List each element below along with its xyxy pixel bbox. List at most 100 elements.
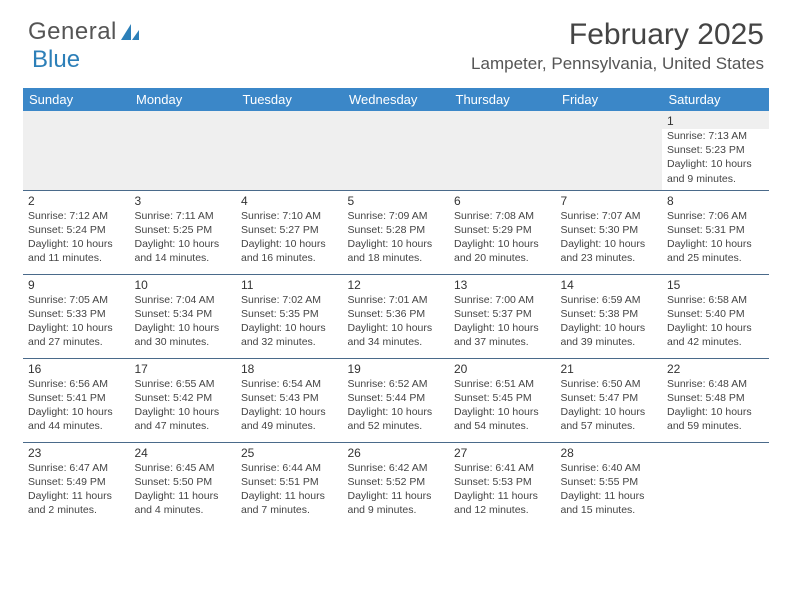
day-info: Sunrise: 6:54 AMSunset: 5:43 PMDaylight:… (236, 377, 343, 438)
calendar-day-cell: 17Sunrise: 6:55 AMSunset: 5:42 PMDayligh… (130, 358, 237, 442)
day-info: Sunrise: 6:59 AMSunset: 5:38 PMDaylight:… (556, 293, 663, 354)
day-info: Sunrise: 6:47 AMSunset: 5:49 PMDaylight:… (23, 461, 130, 522)
day-info: Sunrise: 6:51 AMSunset: 5:45 PMDaylight:… (449, 377, 556, 438)
calendar-header-row: SundayMondayTuesdayWednesdayThursdayFrid… (23, 88, 769, 111)
calendar-day-cell: 9Sunrise: 7:05 AMSunset: 5:33 PMDaylight… (23, 274, 130, 358)
calendar-week-row: 9Sunrise: 7:05 AMSunset: 5:33 PMDaylight… (23, 274, 769, 358)
calendar-day-cell: 21Sunrise: 6:50 AMSunset: 5:47 PMDayligh… (556, 358, 663, 442)
calendar-empty-cell (343, 111, 450, 190)
logo-text-2: Blue (32, 46, 80, 74)
calendar-day-cell: 5Sunrise: 7:09 AMSunset: 5:28 PMDaylight… (343, 190, 450, 274)
day-number: 7 (556, 191, 663, 209)
calendar-empty-cell (130, 111, 237, 190)
day-info: Sunrise: 7:09 AMSunset: 5:28 PMDaylight:… (343, 209, 450, 270)
day-number: 1 (662, 111, 769, 129)
calendar-day-cell: 3Sunrise: 7:11 AMSunset: 5:25 PMDaylight… (130, 190, 237, 274)
day-info: Sunrise: 7:07 AMSunset: 5:30 PMDaylight:… (556, 209, 663, 270)
day-number: 16 (23, 359, 130, 377)
day-info: Sunrise: 7:06 AMSunset: 5:31 PMDaylight:… (662, 209, 769, 270)
day-number: 3 (130, 191, 237, 209)
calendar-day-cell: 8Sunrise: 7:06 AMSunset: 5:31 PMDaylight… (662, 190, 769, 274)
day-number: 6 (449, 191, 556, 209)
day-number: 21 (556, 359, 663, 377)
header: General February 2025 Lampeter, Pennsylv… (0, 0, 792, 80)
calendar-week-row: 23Sunrise: 6:47 AMSunset: 5:49 PMDayligh… (23, 442, 769, 526)
day-number: 17 (130, 359, 237, 377)
day-header: Thursday (449, 88, 556, 111)
day-number: 11 (236, 275, 343, 293)
calendar-day-cell: 24Sunrise: 6:45 AMSunset: 5:50 PMDayligh… (130, 442, 237, 526)
day-info: Sunrise: 7:13 AMSunset: 5:23 PMDaylight:… (662, 129, 769, 190)
day-info: Sunrise: 6:48 AMSunset: 5:48 PMDaylight:… (662, 377, 769, 438)
day-number: 28 (556, 443, 663, 461)
day-number: 13 (449, 275, 556, 293)
day-info: Sunrise: 7:04 AMSunset: 5:34 PMDaylight:… (130, 293, 237, 354)
logo: General (28, 18, 141, 46)
day-number: 5 (343, 191, 450, 209)
day-number: 2 (23, 191, 130, 209)
calendar-day-cell: 28Sunrise: 6:40 AMSunset: 5:55 PMDayligh… (556, 442, 663, 526)
calendar-day-cell: 22Sunrise: 6:48 AMSunset: 5:48 PMDayligh… (662, 358, 769, 442)
calendar-day-cell: 2Sunrise: 7:12 AMSunset: 5:24 PMDaylight… (23, 190, 130, 274)
calendar-day-cell: 13Sunrise: 7:00 AMSunset: 5:37 PMDayligh… (449, 274, 556, 358)
day-number: 12 (343, 275, 450, 293)
day-number: 20 (449, 359, 556, 377)
day-number: 24 (130, 443, 237, 461)
calendar-day-cell: 18Sunrise: 6:54 AMSunset: 5:43 PMDayligh… (236, 358, 343, 442)
day-info: Sunrise: 7:10 AMSunset: 5:27 PMDaylight:… (236, 209, 343, 270)
day-number: 26 (343, 443, 450, 461)
calendar-day-cell: 23Sunrise: 6:47 AMSunset: 5:49 PMDayligh… (23, 442, 130, 526)
day-info: Sunrise: 6:45 AMSunset: 5:50 PMDaylight:… (130, 461, 237, 522)
calendar-table: SundayMondayTuesdayWednesdayThursdayFrid… (23, 88, 769, 526)
page-title: February 2025 (471, 18, 764, 52)
calendar-week-row: 1Sunrise: 7:13 AMSunset: 5:23 PMDaylight… (23, 111, 769, 190)
day-header: Sunday (23, 88, 130, 111)
day-header: Wednesday (343, 88, 450, 111)
day-header: Monday (130, 88, 237, 111)
day-info: Sunrise: 6:52 AMSunset: 5:44 PMDaylight:… (343, 377, 450, 438)
calendar-day-cell: 19Sunrise: 6:52 AMSunset: 5:44 PMDayligh… (343, 358, 450, 442)
day-header: Saturday (662, 88, 769, 111)
day-number: 27 (449, 443, 556, 461)
calendar-week-row: 2Sunrise: 7:12 AMSunset: 5:24 PMDaylight… (23, 190, 769, 274)
day-number: 18 (236, 359, 343, 377)
day-info: Sunrise: 7:05 AMSunset: 5:33 PMDaylight:… (23, 293, 130, 354)
calendar-day-cell: 16Sunrise: 6:56 AMSunset: 5:41 PMDayligh… (23, 358, 130, 442)
calendar-empty-cell (23, 111, 130, 190)
calendar-day-cell: 6Sunrise: 7:08 AMSunset: 5:29 PMDaylight… (449, 190, 556, 274)
day-info: Sunrise: 6:58 AMSunset: 5:40 PMDaylight:… (662, 293, 769, 354)
location-line: Lampeter, Pennsylvania, United States (471, 54, 764, 74)
day-info: Sunrise: 6:40 AMSunset: 5:55 PMDaylight:… (556, 461, 663, 522)
day-number: 8 (662, 191, 769, 209)
calendar-day-cell: 27Sunrise: 6:41 AMSunset: 5:53 PMDayligh… (449, 442, 556, 526)
calendar-empty-cell (236, 111, 343, 190)
calendar-day-cell: 4Sunrise: 7:10 AMSunset: 5:27 PMDaylight… (236, 190, 343, 274)
day-info: Sunrise: 6:50 AMSunset: 5:47 PMDaylight:… (556, 377, 663, 438)
day-info: Sunrise: 7:12 AMSunset: 5:24 PMDaylight:… (23, 209, 130, 270)
day-info: Sunrise: 7:11 AMSunset: 5:25 PMDaylight:… (130, 209, 237, 270)
day-info: Sunrise: 6:44 AMSunset: 5:51 PMDaylight:… (236, 461, 343, 522)
day-info: Sunrise: 7:08 AMSunset: 5:29 PMDaylight:… (449, 209, 556, 270)
day-number: 22 (662, 359, 769, 377)
day-number: 23 (23, 443, 130, 461)
calendar-empty-cell (556, 111, 663, 190)
calendar-week-row: 16Sunrise: 6:56 AMSunset: 5:41 PMDayligh… (23, 358, 769, 442)
day-number: 9 (23, 275, 130, 293)
calendar-day-cell: 25Sunrise: 6:44 AMSunset: 5:51 PMDayligh… (236, 442, 343, 526)
calendar-day-cell: 11Sunrise: 7:02 AMSunset: 5:35 PMDayligh… (236, 274, 343, 358)
calendar-day-cell: 26Sunrise: 6:42 AMSunset: 5:52 PMDayligh… (343, 442, 450, 526)
calendar-day-cell: 7Sunrise: 7:07 AMSunset: 5:30 PMDaylight… (556, 190, 663, 274)
day-info: Sunrise: 7:00 AMSunset: 5:37 PMDaylight:… (449, 293, 556, 354)
logo-sail-icon (119, 22, 141, 42)
day-number: 15 (662, 275, 769, 293)
logo-text-1: General (28, 18, 117, 46)
day-info: Sunrise: 7:01 AMSunset: 5:36 PMDaylight:… (343, 293, 450, 354)
calendar-day-cell: 15Sunrise: 6:58 AMSunset: 5:40 PMDayligh… (662, 274, 769, 358)
day-number: 14 (556, 275, 663, 293)
day-number: 10 (130, 275, 237, 293)
calendar-empty-cell (662, 442, 769, 526)
calendar-day-cell: 20Sunrise: 6:51 AMSunset: 5:45 PMDayligh… (449, 358, 556, 442)
day-number: 4 (236, 191, 343, 209)
day-info: Sunrise: 6:42 AMSunset: 5:52 PMDaylight:… (343, 461, 450, 522)
day-info: Sunrise: 6:55 AMSunset: 5:42 PMDaylight:… (130, 377, 237, 438)
